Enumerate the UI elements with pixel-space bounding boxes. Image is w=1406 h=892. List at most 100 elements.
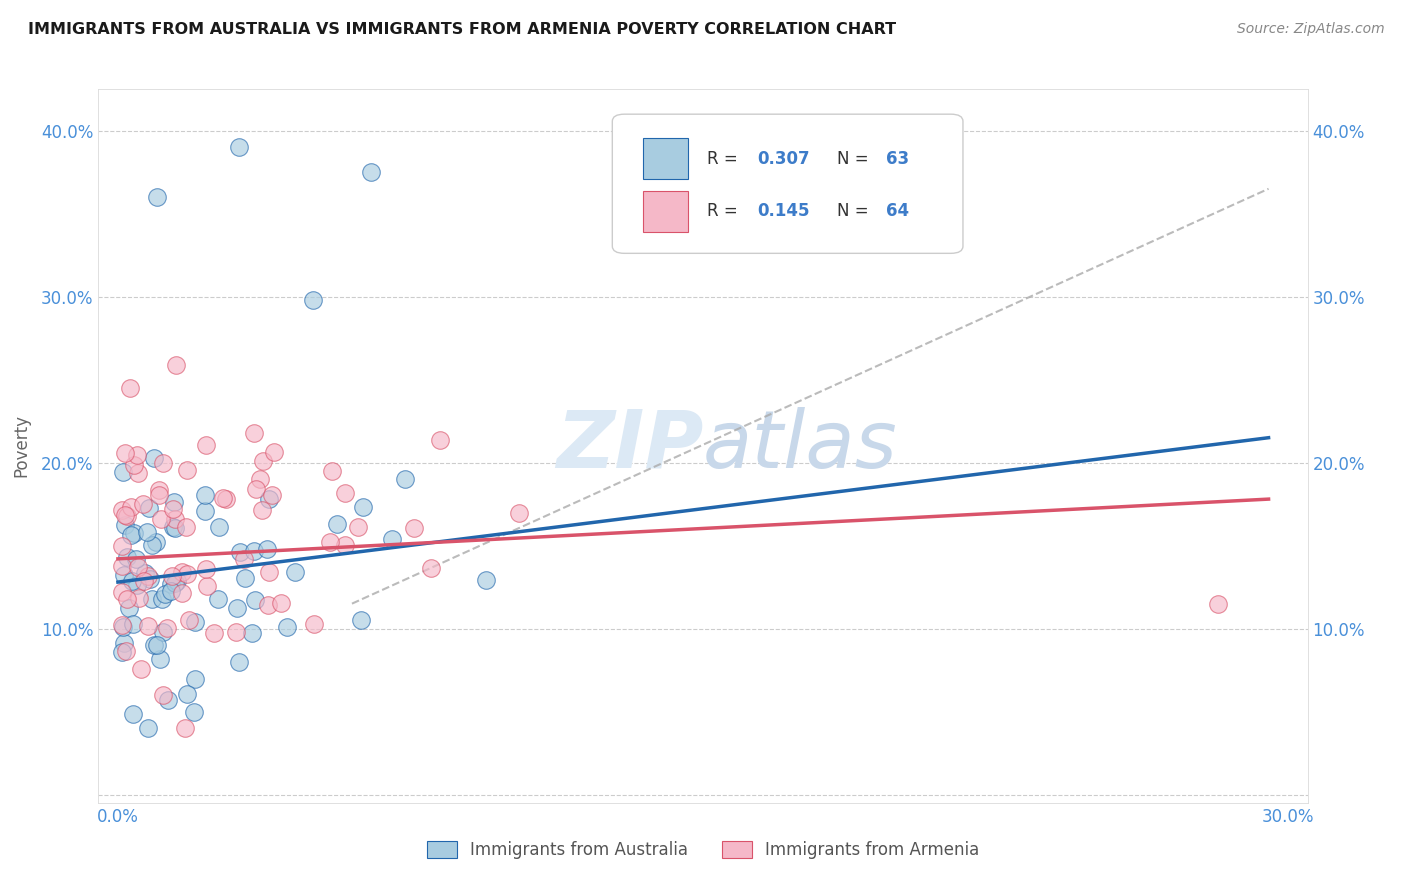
Point [112, 567, 135, 582]
Point [111, 465, 134, 479]
Point [150, 592, 173, 607]
Text: R =: R = [707, 202, 742, 220]
Point [121, 574, 143, 588]
Text: N =: N = [837, 202, 875, 220]
Point [302, 293, 325, 307]
Text: N =: N = [837, 150, 875, 168]
Point [183, 705, 205, 719]
Point [139, 572, 162, 586]
Point [145, 638, 167, 652]
Point [149, 652, 172, 666]
Point [420, 560, 443, 574]
Point [141, 538, 163, 552]
Point [228, 656, 250, 670]
Point [141, 592, 163, 607]
Point [276, 620, 298, 634]
Point [176, 519, 198, 533]
Point [121, 707, 143, 722]
Point [242, 544, 264, 558]
Point [284, 565, 307, 579]
Point [166, 574, 188, 589]
Point [160, 583, 183, 598]
Point [176, 463, 198, 477]
Point [115, 508, 138, 523]
Point [111, 620, 134, 634]
Point [170, 566, 193, 580]
Point [152, 624, 174, 639]
Point [120, 500, 142, 514]
Point [162, 495, 184, 509]
Text: 63: 63 [886, 150, 908, 168]
Point [208, 520, 231, 534]
Point [160, 568, 183, 582]
Y-axis label: Poverty: Poverty [11, 415, 30, 477]
Point [235, 571, 257, 585]
FancyBboxPatch shape [643, 191, 689, 232]
Point [321, 464, 343, 478]
Point [152, 688, 174, 702]
Point [156, 692, 179, 706]
Legend: Immigrants from Australia, Immigrants from Armenia: Immigrants from Australia, Immigrants fr… [420, 834, 986, 866]
Text: 0.145: 0.145 [758, 202, 810, 220]
Point [243, 592, 266, 607]
Point [114, 508, 136, 522]
Point [136, 619, 159, 633]
Point [1206, 597, 1229, 611]
Point [333, 538, 356, 552]
Point [256, 541, 278, 556]
Point [122, 617, 145, 632]
Point [233, 552, 256, 566]
Point [250, 503, 273, 517]
Point [194, 488, 217, 502]
Point [118, 601, 141, 615]
Point [176, 687, 198, 701]
Point [136, 721, 159, 735]
Point [262, 488, 284, 502]
Point [115, 549, 138, 564]
Point [193, 504, 215, 518]
Point [381, 532, 404, 546]
Point [111, 503, 134, 517]
Point [194, 438, 217, 452]
Point [111, 645, 134, 659]
Point [118, 381, 141, 395]
Point [257, 565, 280, 579]
Point [111, 584, 134, 599]
Point [508, 506, 530, 520]
Point [211, 491, 233, 505]
Text: 0.307: 0.307 [758, 150, 810, 168]
Point [350, 613, 373, 627]
Point [134, 566, 156, 580]
Point [125, 577, 148, 591]
Point [128, 591, 150, 606]
Point [162, 502, 184, 516]
Point [326, 516, 349, 531]
Point [245, 483, 267, 497]
Point [148, 488, 170, 502]
Point [122, 525, 145, 540]
Point [179, 613, 201, 627]
Point [127, 448, 149, 462]
Point [165, 512, 187, 526]
Point [207, 592, 229, 607]
Point [194, 562, 217, 576]
Point [229, 545, 252, 559]
Point [115, 643, 138, 657]
Point [111, 618, 134, 632]
Point [256, 599, 278, 613]
Point [333, 485, 356, 500]
Point [165, 575, 187, 590]
Point [402, 521, 425, 535]
Point [125, 551, 148, 566]
Point [152, 456, 174, 470]
Text: Source: ZipAtlas.com: Source: ZipAtlas.com [1237, 22, 1385, 37]
Point [134, 574, 156, 589]
Point [352, 500, 374, 515]
Text: R =: R = [707, 150, 742, 168]
Point [143, 450, 166, 465]
Point [394, 472, 416, 486]
Point [225, 625, 247, 640]
Point [120, 527, 142, 541]
Point [111, 559, 134, 574]
Text: 64: 64 [886, 202, 908, 220]
